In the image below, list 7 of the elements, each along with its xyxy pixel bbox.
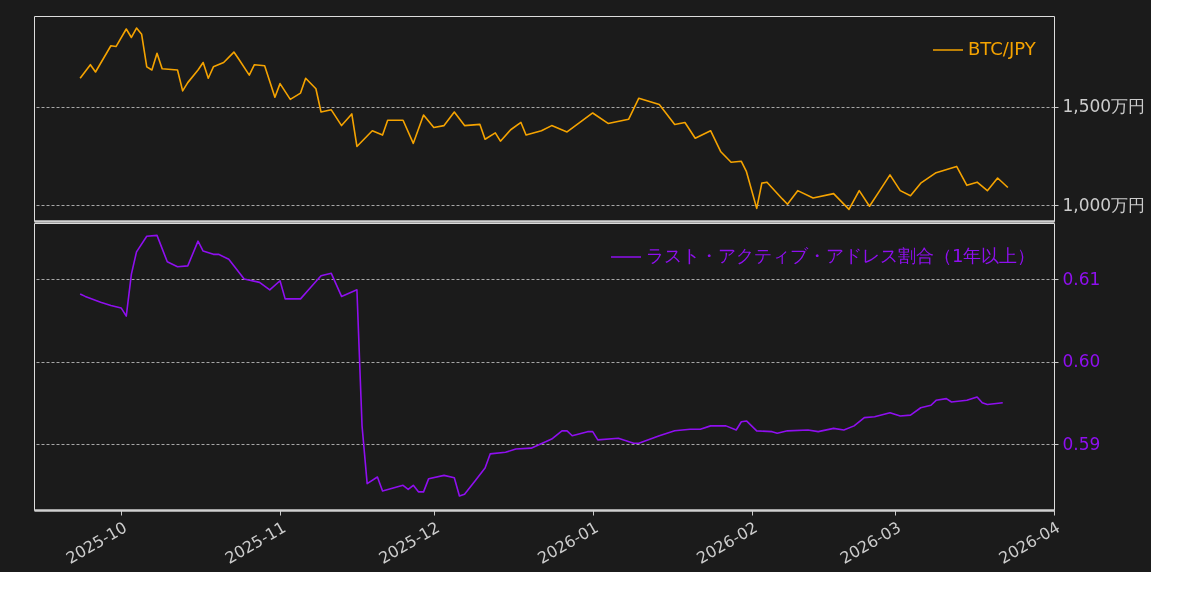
- y-tick-label: 0.59: [1062, 433, 1101, 454]
- y-tick-label: 1,000万円: [1062, 194, 1146, 215]
- y-tick-label: 0.60: [1062, 351, 1101, 372]
- y-tick-label: 0.61: [1062, 268, 1101, 289]
- y-tick-label: 1,500万円: [1062, 96, 1146, 117]
- legend-label: BTC/JPY: [968, 38, 1037, 59]
- legend-label: ラスト・アクティブ・アドレス割合（1年以上）: [646, 245, 1036, 266]
